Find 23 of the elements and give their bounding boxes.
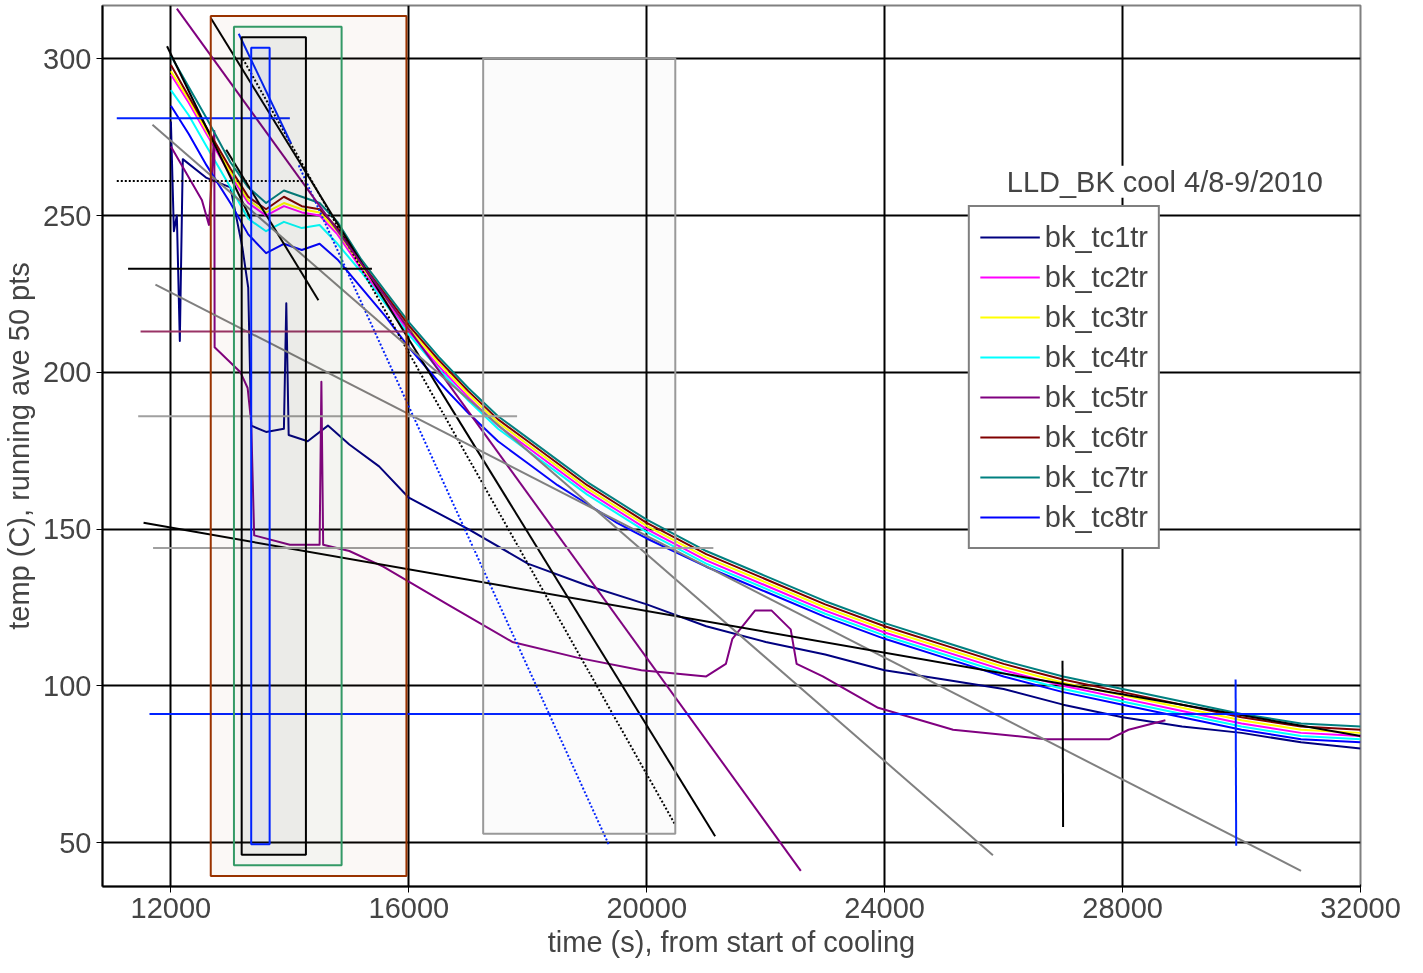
legend-label: bk_tc7tr — [1044, 459, 1148, 495]
legend-label: bk_tc2tr — [1044, 259, 1148, 295]
y-axis-title: temp (C), running ave 50 pts — [3, 262, 36, 630]
x-tick-label: 12000 — [130, 891, 212, 924]
x-tick-label: 20000 — [606, 891, 688, 924]
legend-label: bk_tc4tr — [1044, 339, 1148, 375]
legend-label: bk_tc6tr — [1044, 419, 1148, 455]
legend-label: bk_tc5tr — [1044, 379, 1148, 415]
y-tick-label: 50 — [59, 826, 92, 859]
x-tick-label: 28000 — [1082, 891, 1163, 924]
y-tick-label: 200 — [43, 356, 92, 389]
annotation: LLD_BK cool 4/8-9/2010 — [1006, 165, 1323, 198]
x-tick-label: 32000 — [1320, 891, 1401, 924]
x-axis-title: time (s), from start of cooling — [547, 925, 916, 958]
y-tick-label: 300 — [43, 42, 92, 75]
legend-label: bk_tc3tr — [1044, 299, 1148, 335]
y-tick-label: 150 — [43, 513, 92, 546]
legend-label: bk_tc8tr — [1044, 499, 1148, 535]
y-tick-label: 100 — [43, 669, 92, 702]
y-tick-label: 250 — [43, 199, 92, 232]
legend-label: bk_tc1tr — [1044, 219, 1148, 255]
x-tick-label: 24000 — [844, 891, 925, 924]
x-tick-label: 16000 — [368, 891, 450, 924]
